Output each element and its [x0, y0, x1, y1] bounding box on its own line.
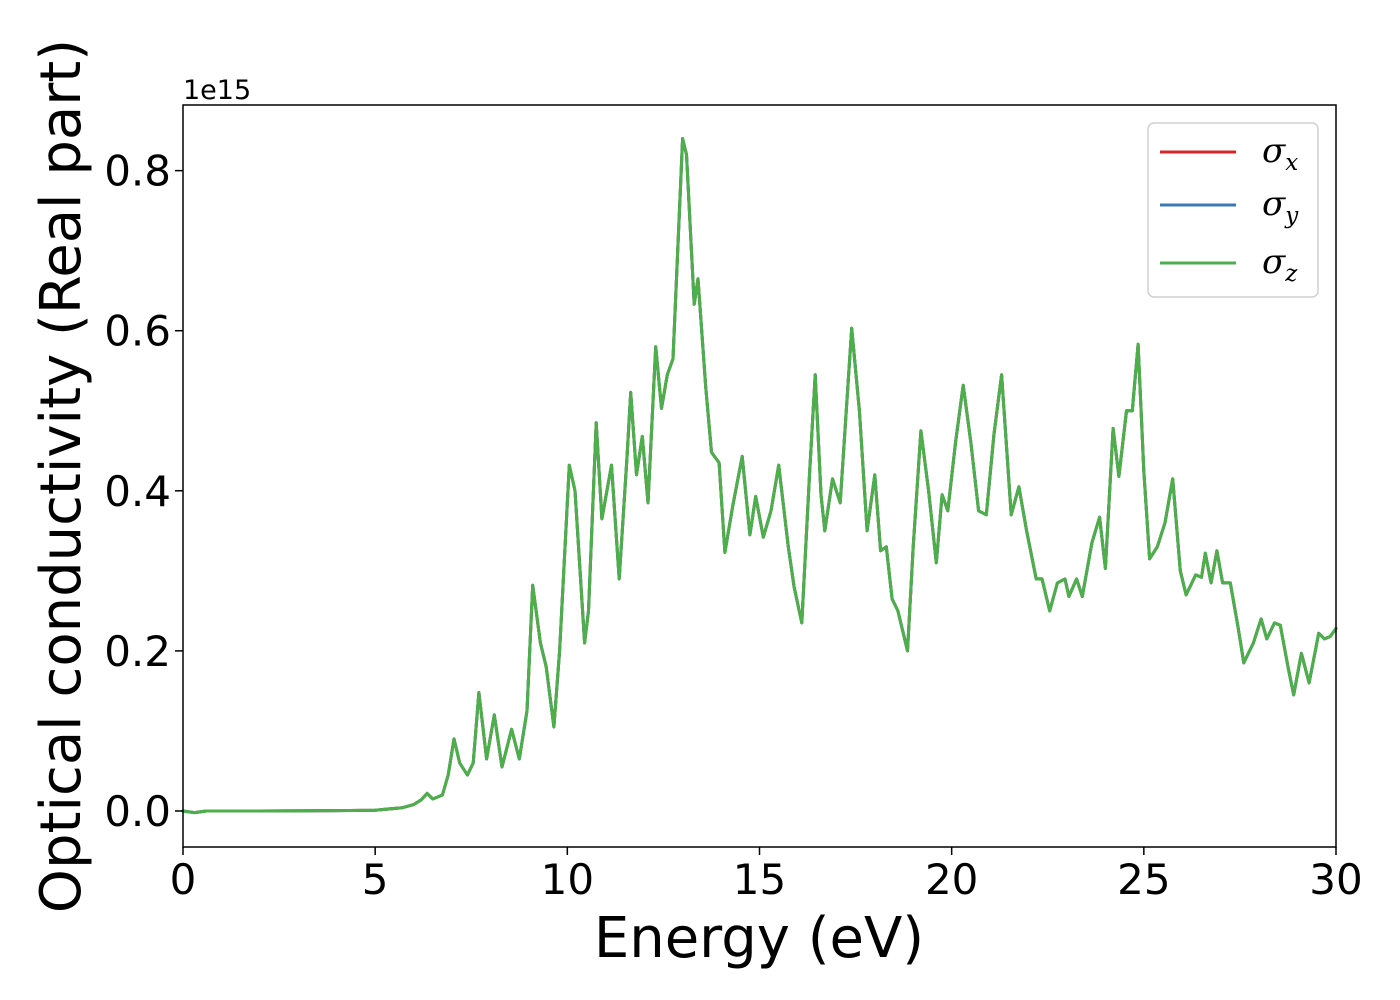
- x-tick-label: 5: [362, 855, 389, 904]
- y-tick-label: 0.6: [104, 307, 171, 356]
- y-axis-title: Optical conductivity (Real part): [29, 39, 94, 913]
- x-tick-label: 30: [1309, 855, 1362, 904]
- legend-label-x: σx: [1262, 131, 1298, 176]
- x-axis: 0 5 10 15 20 25 30: [170, 847, 1363, 904]
- y-axis: 0.0 0.2 0.4 0.6 0.8: [104, 147, 183, 836]
- x-tick-label: 0: [170, 855, 197, 904]
- legend-label-z: σz: [1262, 242, 1298, 287]
- x-tick-label: 20: [925, 855, 978, 904]
- series-lines: [181, 137, 1338, 815]
- legend-box: [1147, 122, 1319, 298]
- y-tick-label: 0.2: [104, 627, 171, 676]
- legend: σx σy σz: [1147, 122, 1319, 298]
- x-tick-label: 25: [1117, 855, 1170, 904]
- x-tick-label: 15: [733, 855, 786, 904]
- y-tick-label: 0.4: [104, 467, 171, 516]
- y-tick-label: 0.8: [104, 147, 171, 196]
- legend-label-y: σy: [1262, 184, 1299, 229]
- x-axis-title: Energy (eV): [594, 906, 924, 971]
- series-line-z: [181, 137, 1338, 815]
- y-offset-label: 1e15: [183, 75, 251, 106]
- x-tick-label: 10: [541, 855, 594, 904]
- y-tick-label: 0.0: [104, 787, 171, 836]
